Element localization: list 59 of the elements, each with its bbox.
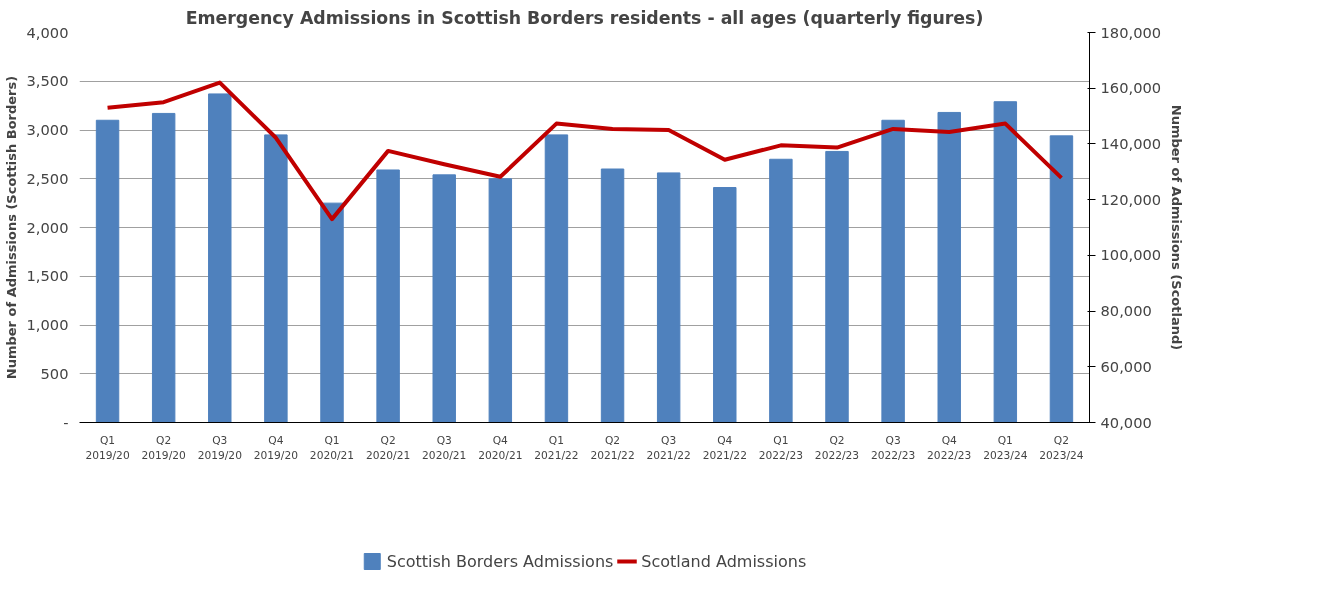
x-tick-label: Q1 2020/21: [309, 433, 355, 463]
bar: [488, 178, 513, 423]
x-tick-label: Q2 2020/21: [365, 433, 411, 463]
y-tick-label: 2,500: [26, 169, 69, 187]
bar: [95, 119, 120, 423]
x-tick-label: Q3 2022/23: [870, 433, 916, 463]
x-tick-label: Q2 2019/20: [141, 433, 187, 463]
bar: [151, 112, 176, 423]
x-tick-label: Q2 2023/24: [1039, 433, 1084, 463]
bar: [600, 168, 625, 423]
x-tick-label: Q2 2021/22: [590, 433, 635, 463]
y-tick-label: 1,000: [26, 316, 69, 333]
bar: [320, 202, 344, 423]
bar: [993, 101, 1018, 423]
bar: [1049, 135, 1074, 423]
y-tick-label: 3,500: [26, 72, 69, 90]
x-tick-label: Q4 2019/20: [253, 433, 299, 463]
x-tick-label: Q4 2022/23: [927, 433, 972, 463]
x-tick-label: Q3 2020/21: [422, 433, 467, 463]
bar: [264, 134, 288, 423]
y-tick-label: 4,000: [26, 23, 69, 41]
bar: [881, 119, 905, 423]
x-tick-label: Q1 2019/20: [85, 433, 130, 463]
bar: [769, 158, 793, 423]
y2-tick-label: 160,000: [1100, 79, 1162, 97]
legend-label: Scottish Borders Admissions: [386, 551, 614, 571]
bar: [713, 187, 737, 423]
y2-tick-label: 100,000: [1100, 246, 1162, 264]
bar: [544, 134, 569, 423]
bar: [656, 172, 681, 423]
y2-tick-label: 120,000: [1100, 190, 1162, 208]
x-tick-label: Q3 2021/22: [646, 433, 691, 463]
y-tick-label: -: [63, 413, 69, 431]
bar: [376, 169, 400, 423]
x-tick-label: Q4 2020/21: [478, 433, 523, 463]
bar: [937, 111, 961, 423]
x-tick-label: Q1 2022/23: [758, 433, 804, 463]
x-tick-label: Q3 2019/20: [197, 433, 243, 463]
x-tick-label: Q1 2023/24: [983, 433, 1028, 463]
legend-label: Scotland Admissions: [641, 551, 807, 571]
y2-tick-label: 140,000: [1100, 134, 1162, 152]
bar: [825, 150, 849, 423]
y2-tick-label: 40,000: [1100, 413, 1152, 431]
y-axis-title: Number of Admissions (Scottish Borders): [3, 75, 19, 380]
line-series: [105, 80, 1064, 222]
x-tick-label: Q4 2021/22: [702, 433, 747, 463]
y-tick-label: 500: [40, 364, 69, 382]
y2-tick-label: 60,000: [1100, 357, 1152, 375]
x-tick-label: Q1 2021/22: [534, 433, 579, 463]
y-tick-label: 2,000: [26, 218, 69, 236]
y2-tick-label: 180,000: [1100, 23, 1162, 41]
chart-title: Emergency Admissions in Scottish Borders residents - all ages (quarterly figures): [185, 7, 984, 28]
y2-tick-label: 80,000: [1100, 302, 1152, 320]
y-tick-label: 3,000: [26, 121, 69, 138]
bar: [432, 174, 456, 423]
y-tick-label: 1,500: [26, 267, 69, 285]
bar: [208, 93, 232, 423]
y2-axis-title: Number of Admissions (Scotland): [1169, 104, 1185, 351]
x-tick-label: Q2 2022/23: [814, 433, 860, 463]
